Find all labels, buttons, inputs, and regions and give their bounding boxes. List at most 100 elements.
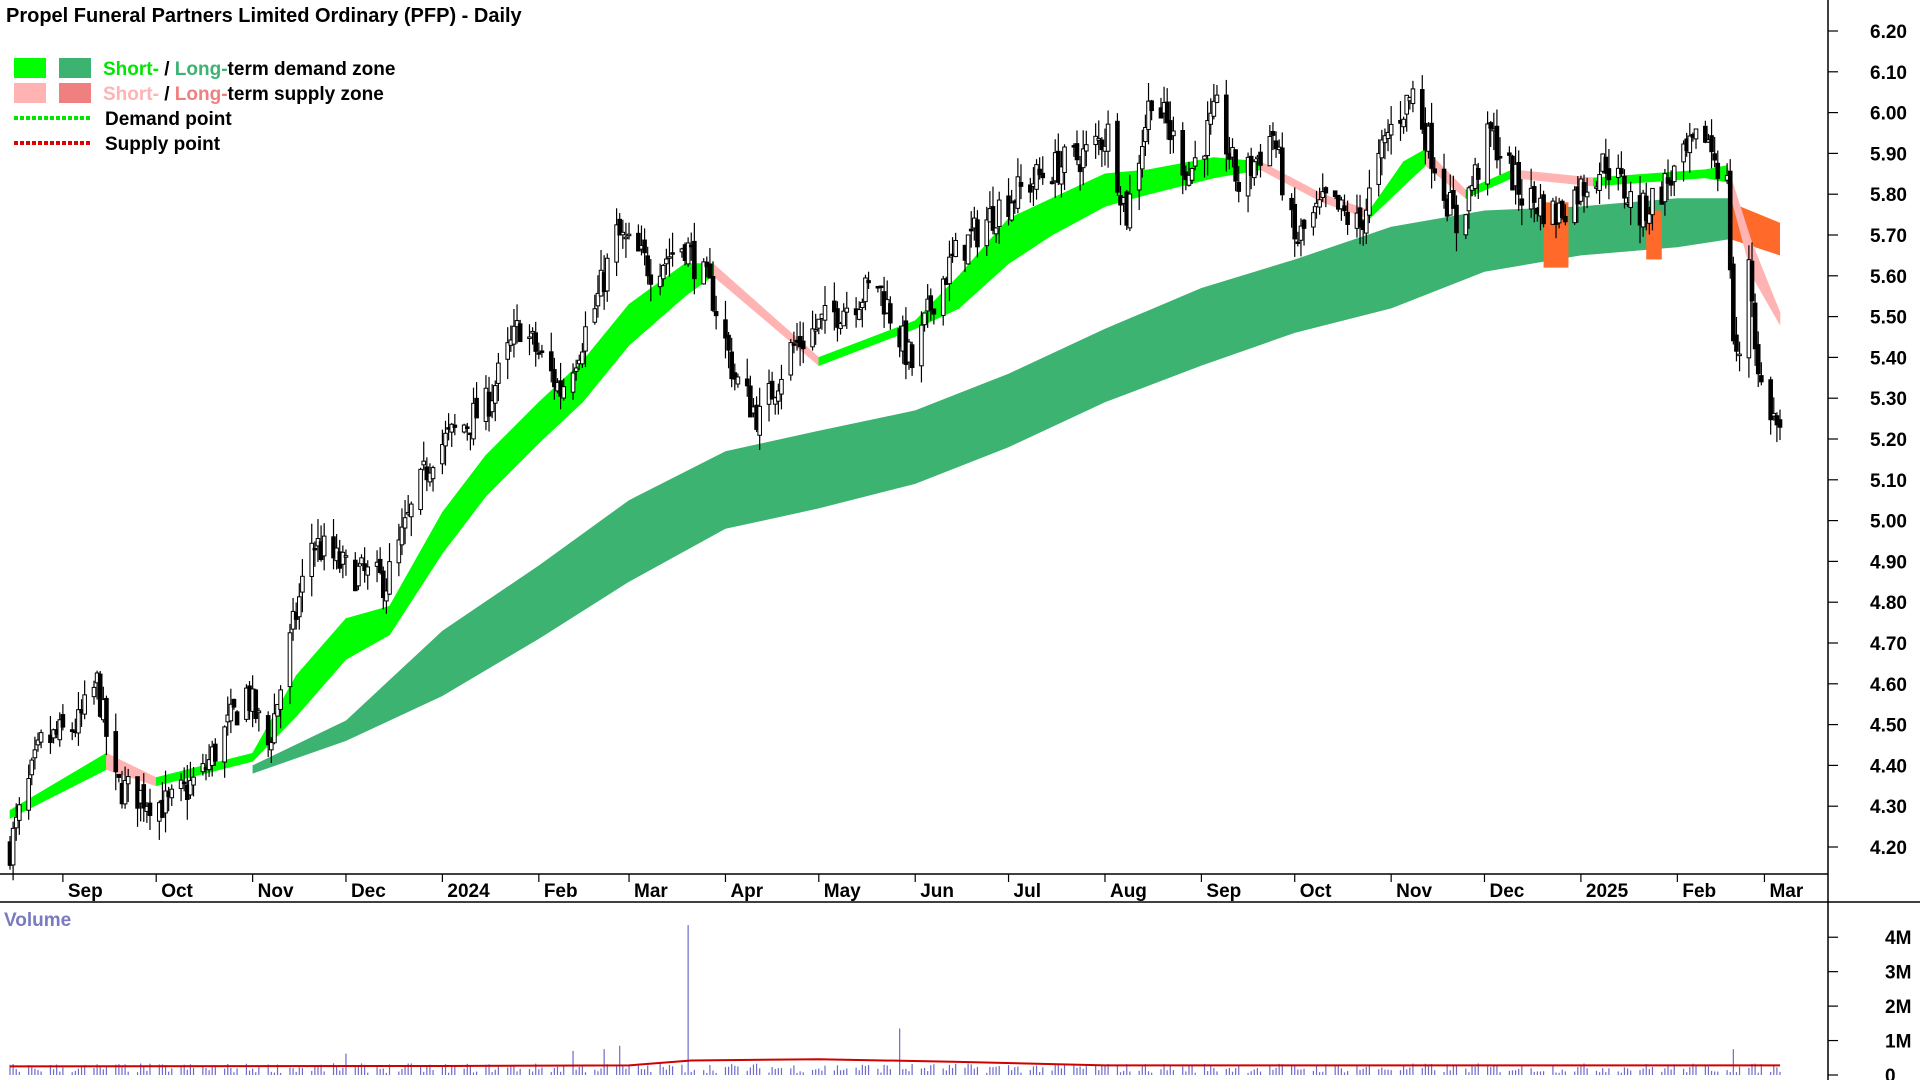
candle-down <box>707 263 713 279</box>
candle-down <box>1519 198 1525 206</box>
candle-down <box>1301 219 1307 229</box>
candle-down <box>931 308 937 315</box>
candle-up <box>505 342 511 360</box>
price-tick-label: 6.20 <box>1870 22 1907 43</box>
candle-down <box>1164 101 1170 124</box>
candle-up <box>296 596 302 618</box>
candle-up <box>1140 146 1145 170</box>
candle-down <box>1028 184 1033 193</box>
date-tick-label: May <box>824 881 861 902</box>
candle-up <box>188 780 193 796</box>
candle-up <box>1681 143 1686 163</box>
candle-down <box>1432 168 1438 174</box>
candle-up <box>1009 202 1014 221</box>
candle-up <box>1463 214 1469 236</box>
short-term-demand-segment <box>442 454 487 555</box>
candle-up <box>443 432 448 447</box>
candle-down <box>1727 170 1733 271</box>
candle-up <box>940 278 946 316</box>
price-tick-label: 5.00 <box>1870 512 1907 533</box>
candle-up <box>583 326 588 352</box>
price-tick-label: 5.80 <box>1870 185 1907 206</box>
candle-up <box>1693 128 1699 140</box>
date-tick-label: Aug <box>1110 881 1147 902</box>
candle-down <box>732 372 738 380</box>
candle-down <box>1345 211 1350 225</box>
candle-up <box>965 234 971 265</box>
candle-up <box>996 199 1002 228</box>
candle-up <box>844 307 850 313</box>
candle-up <box>1317 199 1322 208</box>
date-tick-label: Nov <box>1396 881 1432 902</box>
candle-down <box>1563 216 1568 223</box>
candle-up <box>32 749 38 759</box>
candle-up <box>701 261 706 285</box>
candle-up <box>592 308 598 323</box>
candle-up <box>919 324 924 367</box>
candle-down <box>380 570 386 599</box>
date-tick-label: Dec <box>351 881 386 902</box>
candle-down <box>800 340 806 350</box>
price-tick-label: 5.30 <box>1870 389 1907 410</box>
date-tick-label: Oct <box>1300 881 1332 902</box>
candle-up <box>1339 199 1344 210</box>
candle-up <box>496 362 501 384</box>
candle-down <box>539 350 545 353</box>
candle-down <box>147 802 153 816</box>
candle-up <box>1382 135 1388 144</box>
candle-up <box>13 816 19 829</box>
candle-up <box>471 402 476 440</box>
candle-down <box>1622 175 1627 199</box>
candle-up <box>511 325 517 345</box>
candle-down <box>645 255 650 277</box>
candle-up <box>340 551 346 565</box>
date-tick-label: Sep <box>1206 881 1241 902</box>
candle-down <box>866 280 871 284</box>
candle-down <box>552 369 557 388</box>
candle-up <box>396 539 402 564</box>
candle-down <box>1441 168 1447 201</box>
candle-up <box>993 227 999 235</box>
price-tick-label: 4.40 <box>1870 756 1907 777</box>
short-term-demand-segment <box>389 511 443 636</box>
candle-up <box>272 713 277 744</box>
candle-up <box>1746 259 1752 359</box>
candle-up <box>1671 165 1677 183</box>
legend-swatch <box>14 83 46 103</box>
candle-up <box>1662 173 1668 203</box>
candle-down <box>1755 344 1761 375</box>
candle-up <box>527 336 532 339</box>
candle-up <box>1404 94 1410 115</box>
price-tick-label: 5.90 <box>1870 144 1907 165</box>
candle-down <box>1292 203 1298 240</box>
candle-up <box>489 400 495 413</box>
candle-down <box>1115 120 1120 193</box>
candle-up <box>430 467 436 480</box>
date-tick-label: Apr <box>730 881 763 902</box>
candle-up <box>91 686 97 698</box>
candle-down <box>1037 168 1042 176</box>
legend-swatch <box>59 83 91 103</box>
candle-up <box>1214 94 1220 103</box>
candle-up <box>1363 209 1369 234</box>
candle-up <box>822 304 828 321</box>
candle-down <box>990 206 996 231</box>
candle-up <box>620 231 626 236</box>
candle-up <box>580 351 585 365</box>
candle-down <box>113 731 119 773</box>
candle-up <box>614 224 619 263</box>
price-tick-label: 6.00 <box>1870 104 1907 125</box>
candle-up <box>163 790 168 814</box>
candle-down <box>181 781 187 785</box>
price-tick-label: 5.50 <box>1870 308 1907 329</box>
candle-down <box>968 228 974 232</box>
candle-up <box>440 443 445 465</box>
candle-down <box>713 311 719 317</box>
candle-up <box>757 405 762 436</box>
candle-up <box>657 275 663 288</box>
price-tick-label: 4.70 <box>1870 634 1907 655</box>
candle-up <box>816 318 822 329</box>
candle-up <box>26 778 31 811</box>
candle-up <box>863 277 868 303</box>
candle-down <box>1497 155 1503 159</box>
